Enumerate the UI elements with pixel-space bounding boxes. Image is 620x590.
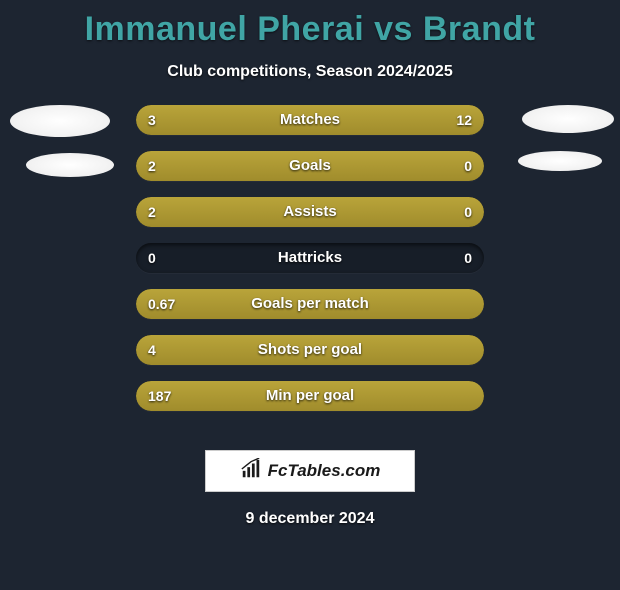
bar-row: 187Min per goal [136, 381, 484, 411]
player-left-badge-2 [26, 153, 114, 177]
bar-row: 312Matches [136, 105, 484, 135]
player-right-badge-1 [522, 105, 614, 133]
date-label: 9 december 2024 [0, 510, 620, 528]
comparison-chart: 312Matches 20Goals 20Assists 0 0Hattricks 0.6… [0, 105, 620, 425]
bar-value-left: 0 [148, 243, 156, 273]
bar-fill-right [206, 105, 484, 135]
bar-fill-right [400, 151, 484, 181]
watermark-text: FcTables.com [268, 461, 381, 481]
bar-row: 0.67Goals per match [136, 289, 484, 319]
page-title: Immanuel Pherai vs Brandt [0, 10, 620, 49]
bar-row: 0 0Hattricks [136, 243, 484, 273]
bar-row: 20Assists [136, 197, 484, 227]
bar-fill-full [136, 289, 484, 319]
bar-row: 4Shots per goal [136, 335, 484, 365]
bars-container: 312Matches 20Goals 20Assists 0 0Hattricks 0.6… [136, 105, 484, 427]
player-right-badge-2 [518, 151, 602, 171]
bar-value-right: 0 [464, 243, 472, 273]
bar-fill-left [136, 197, 414, 227]
bar-fill-full [136, 335, 484, 365]
bar-fill-left [136, 151, 400, 181]
bar-fill-left [136, 105, 206, 135]
bar-row: 20Goals [136, 151, 484, 181]
bar-fill-right [414, 197, 484, 227]
bar-label: Hattricks [136, 243, 484, 273]
page-subtitle: Club competitions, Season 2024/2025 [0, 63, 620, 81]
chart-icon [240, 458, 262, 485]
bar-fill-full [136, 381, 484, 411]
watermark: FcTables.com [205, 450, 415, 492]
player-left-badge-1 [10, 105, 110, 137]
